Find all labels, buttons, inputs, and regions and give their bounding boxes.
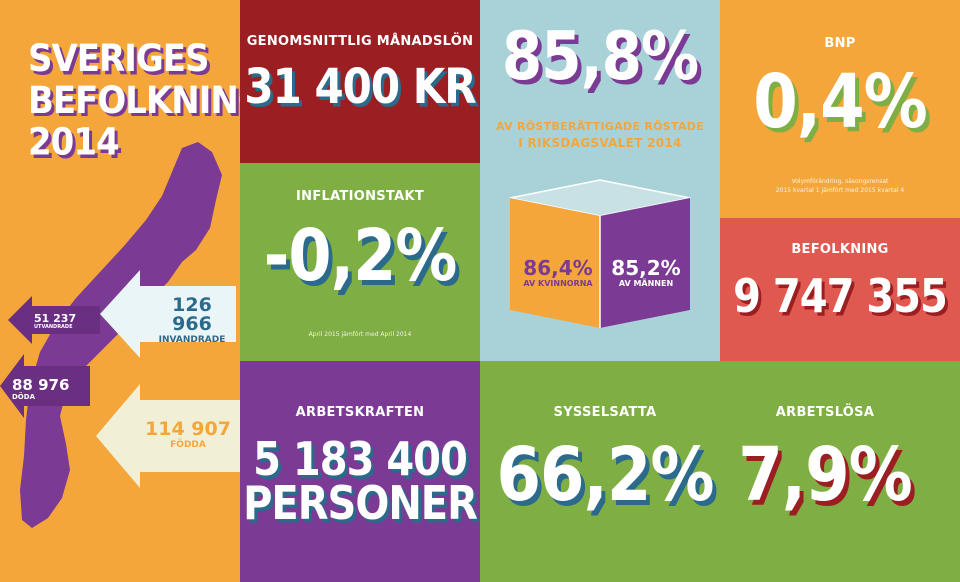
inflation-value: -0,2% bbox=[263, 213, 458, 298]
gdp-value: 0,4% bbox=[753, 60, 928, 146]
gdp-note-2: 2015 kvartal 1 jämfört med 2015 kvartal … bbox=[775, 187, 905, 194]
gdp-note-1: Volymförändring, säsongsrensat bbox=[791, 178, 889, 185]
deaths-stat: 88 976 DÖDA bbox=[12, 378, 82, 401]
population-map-panel: SVERIGES BEFOLKNING 2014 126 966 INVANDR… bbox=[0, 0, 240, 582]
population-label: BEFOLKNING bbox=[791, 242, 889, 257]
employed-value: 66,2% bbox=[496, 433, 714, 519]
deaths-arrow bbox=[0, 354, 90, 418]
salary-panel: GENOMSNITTLIG MÅNADSLÖN 31 400 KR bbox=[240, 0, 480, 163]
women-value: 86,4% bbox=[523, 256, 593, 280]
labor-value: 5 183 400 bbox=[253, 433, 468, 487]
inflation-label: INFLATIONSTAKT bbox=[296, 189, 424, 204]
immigrants-arrow bbox=[100, 270, 236, 358]
emigrants-stat: 51 237 UTVANDRADE bbox=[34, 313, 94, 330]
unemployed-label: ARBETSLÖSA bbox=[775, 405, 875, 420]
immigrants-value: 126 966 bbox=[172, 294, 212, 335]
election-caption-2: I RIKSDAGSVALET 2014 bbox=[518, 136, 682, 150]
election-caption-1: AV RÖSTBERÄTTIGADE RÖSTADE bbox=[495, 120, 705, 133]
salary-value: 31 400 KR bbox=[244, 58, 476, 115]
employed-label: SYSSELSATTA bbox=[553, 405, 657, 420]
labor-panel: ARBETSKRAFTEN 5 183 400 PERSONER bbox=[240, 361, 480, 582]
population-value: 9 747 355 bbox=[733, 270, 948, 324]
election-panel: 85,8% AV RÖSTBERÄTTIGADE RÖSTADE I RIKSD… bbox=[480, 0, 720, 361]
births-stat: 114 907 FÖDDA bbox=[142, 420, 234, 450]
deaths-value: 88 976 bbox=[12, 376, 70, 394]
immigrants-label: INVANDRADE bbox=[158, 335, 226, 345]
title-line-3: 2014 bbox=[28, 120, 120, 165]
ballot-box-icon bbox=[509, 179, 691, 328]
inflation-panel: INFLATIONSTAKT -0,2% April 2015 jämfört … bbox=[240, 163, 480, 361]
men-label: AV MÄNNEN bbox=[618, 279, 674, 288]
population-panel: BEFOLKNING 9 747 355 bbox=[720, 218, 960, 361]
women-stat: 86,4% AV KVINNORNA bbox=[518, 258, 598, 288]
emigrants-arrow bbox=[8, 296, 100, 344]
deaths-label: DÖDA bbox=[12, 393, 35, 401]
unemployed-value: 7,9% bbox=[738, 433, 913, 519]
employment-panel: SYSSELSATTA 66,2% ARBETSLÖSA 7,9% bbox=[480, 361, 960, 582]
election-value: 85,8% bbox=[501, 16, 699, 96]
women-label: AV KVINNORNA bbox=[523, 279, 593, 288]
inflation-note: April 2015 jämfört med April 2014 bbox=[308, 331, 412, 338]
men-stat: 85,2% AV MÄNNEN bbox=[606, 258, 686, 288]
emigrants-value: 51 237 bbox=[34, 312, 77, 325]
sweden-map-icon bbox=[0, 142, 240, 528]
labor-unit: PERSONER bbox=[243, 477, 478, 531]
gdp-label: BNP bbox=[824, 36, 856, 51]
births-label: FÖDDA bbox=[170, 440, 206, 450]
title-line-2: BEFOLKNING bbox=[28, 78, 240, 123]
gdp-panel: BNP 0,4% Volymförändring, säsongsrensat … bbox=[720, 0, 960, 218]
men-value: 85,2% bbox=[611, 256, 681, 280]
main-title: SVERIGES BEFOLKNING 2014 bbox=[28, 38, 240, 163]
salary-label: GENOMSNITTLIG MÅNADSLÖN bbox=[246, 34, 474, 49]
births-value: 114 907 bbox=[145, 418, 231, 440]
labor-label: ARBETSKRAFTEN bbox=[295, 405, 425, 420]
emigrants-label: UTVANDRADE bbox=[34, 324, 73, 330]
immigrants-stat: 126 966 INVANDRADE bbox=[150, 296, 234, 345]
title-line-1: SVERIGES bbox=[28, 36, 209, 81]
births-arrow bbox=[96, 384, 240, 488]
